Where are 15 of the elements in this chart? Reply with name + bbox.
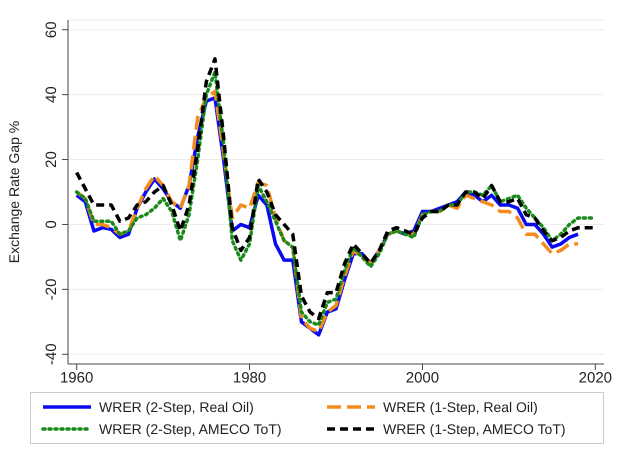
y-tick-label: 0 — [43, 220, 60, 229]
y-tick-label: 60 — [43, 21, 60, 38]
legend-label: WRER (1-Step, Real Oil) — [383, 399, 538, 415]
legend-label: WRER (2-Step, Real Oil) — [99, 399, 254, 415]
x-tick-label: 1980 — [232, 370, 266, 387]
legend-label: WRER (1-Step, AMECO ToT) — [383, 421, 566, 437]
y-tick-label: -20 — [43, 278, 60, 300]
y-tick-label: -40 — [43, 343, 60, 366]
y-axis-title: Exchange Rate Gap % — [6, 120, 22, 264]
y-tick-label: 40 — [43, 86, 60, 103]
y-tick-label: 20 — [43, 151, 60, 168]
x-tick-label: 1960 — [60, 370, 94, 387]
legend-label: WRER (2-Step, AMECO ToT) — [99, 421, 282, 437]
x-tick-label: 2020 — [578, 370, 612, 387]
x-tick-label: 2000 — [406, 370, 440, 387]
